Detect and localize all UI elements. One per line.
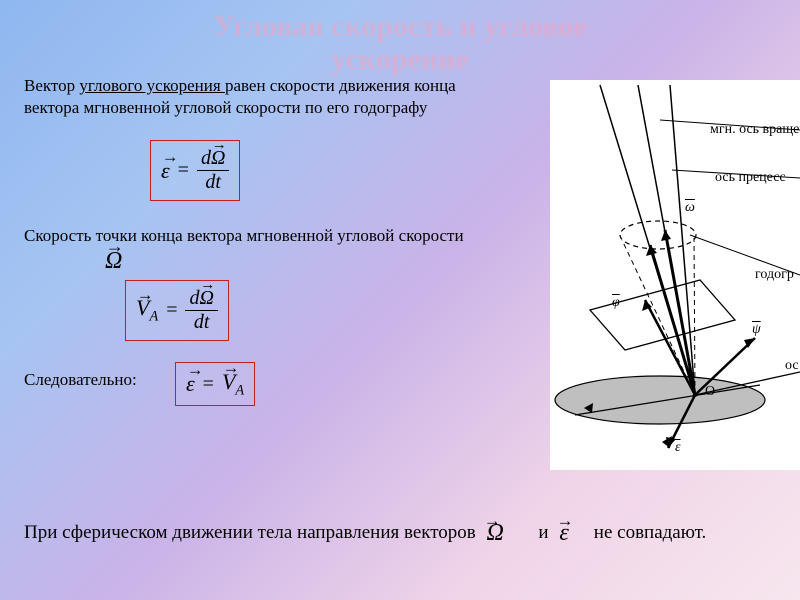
- eq3-rhs-sub: A: [235, 382, 244, 398]
- label-axis-short: ос: [785, 358, 799, 374]
- omega-symbol: Ω: [105, 248, 122, 275]
- label-origin: O: [705, 384, 715, 400]
- para1-a: Вектор: [24, 76, 79, 95]
- paragraph-3: Следовательно:: [24, 370, 137, 390]
- eq3-rhs-v: V: [222, 369, 235, 394]
- eq2-num-v: Ω: [199, 287, 213, 310]
- eq1-num-d: d: [201, 147, 211, 169]
- formula-epsilon: ε = dΩ dt: [150, 140, 240, 201]
- eq1-num-v: Ω: [211, 147, 225, 170]
- title-line-1: Угловая скорость и угловое: [213, 10, 586, 43]
- inline-omega: Ω: [481, 520, 510, 547]
- label-eps: ε: [675, 440, 681, 456]
- formula-eq3: ε = VA: [175, 362, 255, 406]
- formula-va: VA = dΩ dt: [125, 280, 229, 341]
- slide-title: Угловая скорость и угловое ускорение: [0, 10, 800, 76]
- label-omega: ω: [685, 200, 695, 216]
- label-axis-prec: ось прецесс: [715, 170, 786, 186]
- para1-b: углового ускорения: [79, 76, 225, 95]
- label-hodograph: годогр: [755, 267, 794, 283]
- para4-a: При сферическом движении тела направлени…: [24, 522, 476, 543]
- title-line-2: ускорение: [331, 43, 468, 76]
- precession-diagram: мгн. ось вращени ось прецесс годогр ос ω…: [550, 80, 800, 470]
- eq1-lhs: ε: [161, 158, 170, 184]
- eq2-num-d: d: [189, 287, 199, 309]
- paragraph-1: Вектор углового ускорения равен скорости…: [24, 75, 504, 119]
- inline-eps: ε: [553, 520, 574, 547]
- para4-c: не совпадают.: [594, 522, 707, 543]
- label-axis-rot: мгн. ось вращени: [710, 122, 800, 138]
- paragraph-2: Скорость точки конца вектора мгновенной …: [24, 225, 464, 247]
- eq3-lhs: ε: [186, 371, 195, 397]
- label-phi: φ: [612, 295, 620, 311]
- eq2-den: dt: [185, 311, 217, 334]
- paragraph-4: При сферическом движении тела направлени…: [24, 520, 784, 547]
- eq2-lhs-sub: A: [149, 309, 158, 325]
- eq2-lhs-v: V: [136, 295, 149, 320]
- eq1-den: dt: [197, 171, 229, 194]
- label-psi: ψ: [752, 322, 761, 338]
- para4-b: и: [538, 522, 548, 543]
